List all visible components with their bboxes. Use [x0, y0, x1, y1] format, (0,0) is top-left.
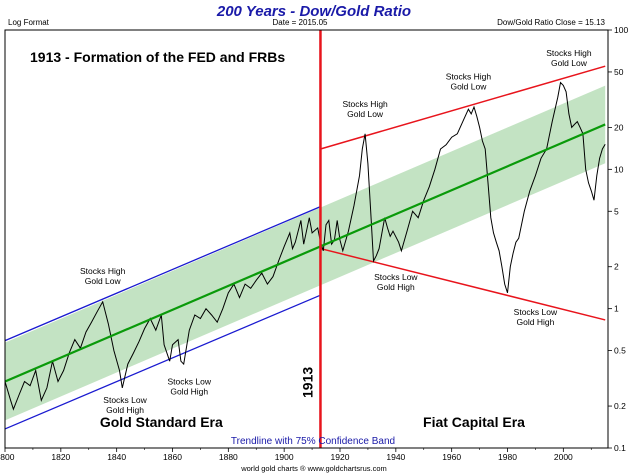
- annotation-3-line-1: Gold Low: [347, 109, 384, 119]
- annotation-3-line-0: Stocks High: [342, 99, 388, 109]
- marker-1913-label: 1913: [299, 367, 315, 398]
- format-note: Log Format: [8, 18, 50, 27]
- x-tick-label-1960: 1960: [442, 452, 461, 462]
- annotation-0-line-0: Stocks High: [80, 266, 126, 276]
- y-tick-label-2: 2: [614, 262, 619, 272]
- x-tick-label-1900: 1900: [275, 452, 294, 462]
- x-axis-ticks: 1800 1820 1840 1860 1880 1900 1920 1940 1960 1980…: [0, 448, 592, 462]
- annotation-5-line-0: Stocks High: [446, 72, 492, 82]
- x-tick-label-1820: 1820: [51, 452, 70, 462]
- x-tick-label-1800: 1800: [0, 452, 15, 462]
- x-tick-label-1880: 1880: [219, 452, 238, 462]
- x-tick-label-2000: 2000: [554, 452, 573, 462]
- annotation-1-line-1: Gold High: [106, 405, 144, 415]
- y-tick-label-100: 100: [614, 25, 628, 35]
- annotation-7-line-1: Gold Low: [551, 58, 588, 68]
- y-tick-label-5: 5: [614, 206, 619, 216]
- gold-channel-lower-line: [4, 294, 321, 430]
- chart-title: 200 Years - Dow/Gold Ratio: [216, 3, 411, 20]
- y-tick-label-20: 20: [614, 122, 624, 132]
- annotation-6-line-0: Stocks Low: [514, 307, 558, 317]
- annotation-2-line-0: Stocks Low: [168, 377, 212, 387]
- plot-area: [4, 30, 606, 448]
- y-axis-ticks: 100 50 20 10 5 2 1 0.5 0.2 0.1: [608, 25, 628, 453]
- close-note: Dow/Gold Ratio Close = 15.13: [497, 18, 605, 27]
- era-labels: Gold Standard Era Fiat Capital Era: [100, 414, 525, 430]
- era-label-1: Fiat Capital Era: [423, 414, 525, 430]
- y-tick-label-50: 50: [614, 67, 624, 77]
- annotation-4-line-1: Gold High: [377, 282, 415, 292]
- x-tick-label-1940: 1940: [386, 452, 405, 462]
- fiat-channel-upper-line: [320, 65, 606, 150]
- plot-frame: [4, 29, 609, 449]
- x-tick-label-1840: 1840: [107, 452, 126, 462]
- x-tick-label-1860: 1860: [163, 452, 182, 462]
- era-label-0: Gold Standard Era: [100, 414, 223, 430]
- y-tick-label-0.2: 0.2: [614, 401, 626, 411]
- y-tick-label-10: 10: [614, 164, 624, 174]
- annotation-0-line-1: Gold Low: [85, 276, 122, 286]
- annotation-5-line-1: Gold Low: [450, 82, 487, 92]
- y-tick-label-0.5: 0.5: [614, 346, 626, 356]
- trendline-label: Trendline with 75% Confidence Band: [231, 436, 395, 447]
- trendline: [4, 123, 606, 383]
- gold-channel-upper-line: [4, 206, 321, 342]
- fiat-channel-lower-line: [320, 247, 606, 321]
- annotation-4-line-0: Stocks Low: [374, 272, 418, 282]
- annotation-6-line-1: Gold High: [517, 317, 555, 327]
- footer-credit: world gold charts ® www.goldchartsrus.co…: [240, 464, 387, 473]
- annotation-1-line-0: Stocks Low: [103, 395, 147, 405]
- x-tick-label-1920: 1920: [331, 452, 350, 462]
- y-tick-label-1: 1: [614, 304, 619, 314]
- headline: 1913 - Formation of the FED and FRBs: [30, 49, 285, 65]
- x-tick-label-1980: 1980: [498, 452, 517, 462]
- date-note: Date = 2015.05: [273, 18, 328, 27]
- annotation-2-line-1: Gold High: [170, 387, 208, 397]
- annotation-7-line-0: Stocks High: [546, 48, 592, 58]
- y-tick-label-0.1: 0.1: [614, 443, 626, 453]
- dow-gold-ratio-line: [4, 81, 606, 411]
